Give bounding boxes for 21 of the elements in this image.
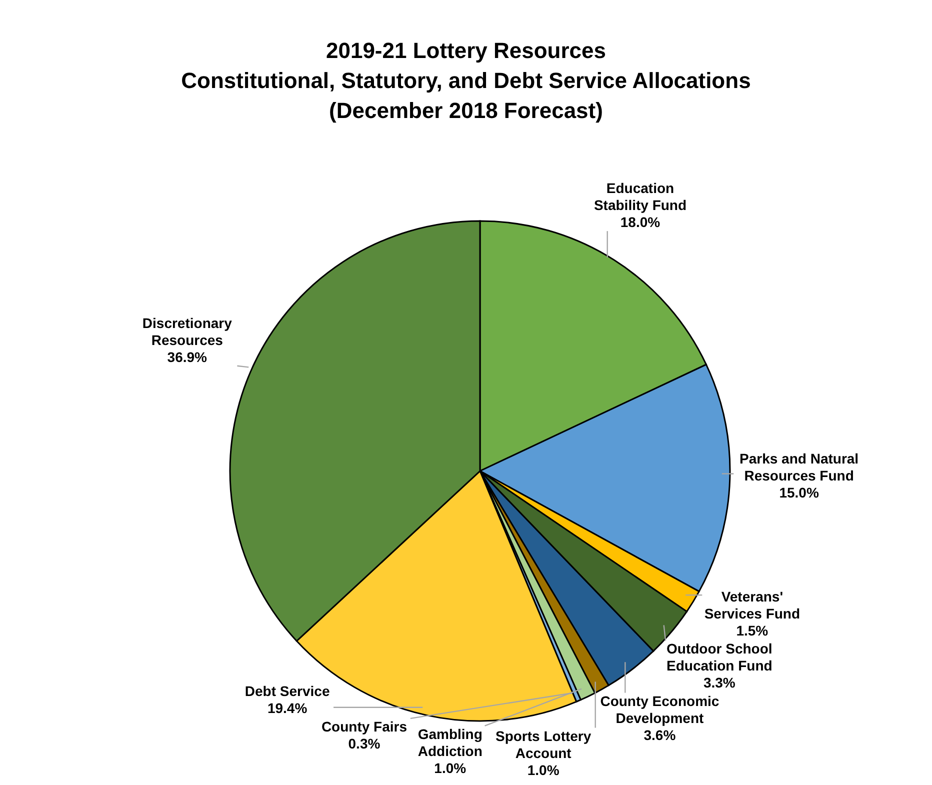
slice-label: Parks and Natural Resources Fund bbox=[740, 450, 859, 484]
slice-label: Outdoor School Education Fund bbox=[666, 640, 772, 674]
data-label: 0.3% bbox=[348, 735, 381, 752]
data-label: 1.0% bbox=[434, 760, 467, 776]
slice-label: Debt Service bbox=[244, 683, 330, 700]
data-label: 3.3% bbox=[703, 674, 736, 691]
data-label: 3.6% bbox=[644, 726, 676, 743]
data-label: 15.0% bbox=[779, 484, 820, 501]
slice-label: County Fairs bbox=[321, 718, 408, 734]
data-label: 1.0% bbox=[527, 762, 560, 778]
slice-label: Veterans' Services Fund bbox=[704, 588, 800, 622]
data-label: 36.9% bbox=[167, 348, 208, 365]
slice-label: County Economic Development bbox=[600, 692, 720, 726]
slice-label: Education Stability Fund bbox=[594, 180, 687, 214]
data-label: 19.4% bbox=[267, 700, 308, 716]
slice-label: Sports Lottery Account bbox=[495, 728, 592, 761]
data-label: 18.0% bbox=[620, 214, 661, 230]
slice-label: Discretionary Resources bbox=[142, 314, 232, 348]
slice-label: Gambling Addiction bbox=[418, 726, 482, 759]
data-label: 1.5% bbox=[736, 622, 769, 638]
chart-title: 2019-21 Lottery Resources Constitutional, Statutory, and Debt Service Allocations (December 2018 Forecast) bbox=[180, 37, 752, 125]
